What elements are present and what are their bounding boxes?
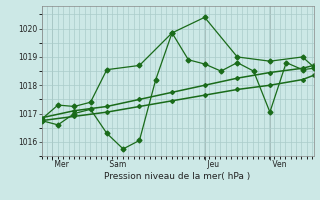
X-axis label: Pression niveau de la mer( hPa ): Pression niveau de la mer( hPa )	[104, 172, 251, 181]
